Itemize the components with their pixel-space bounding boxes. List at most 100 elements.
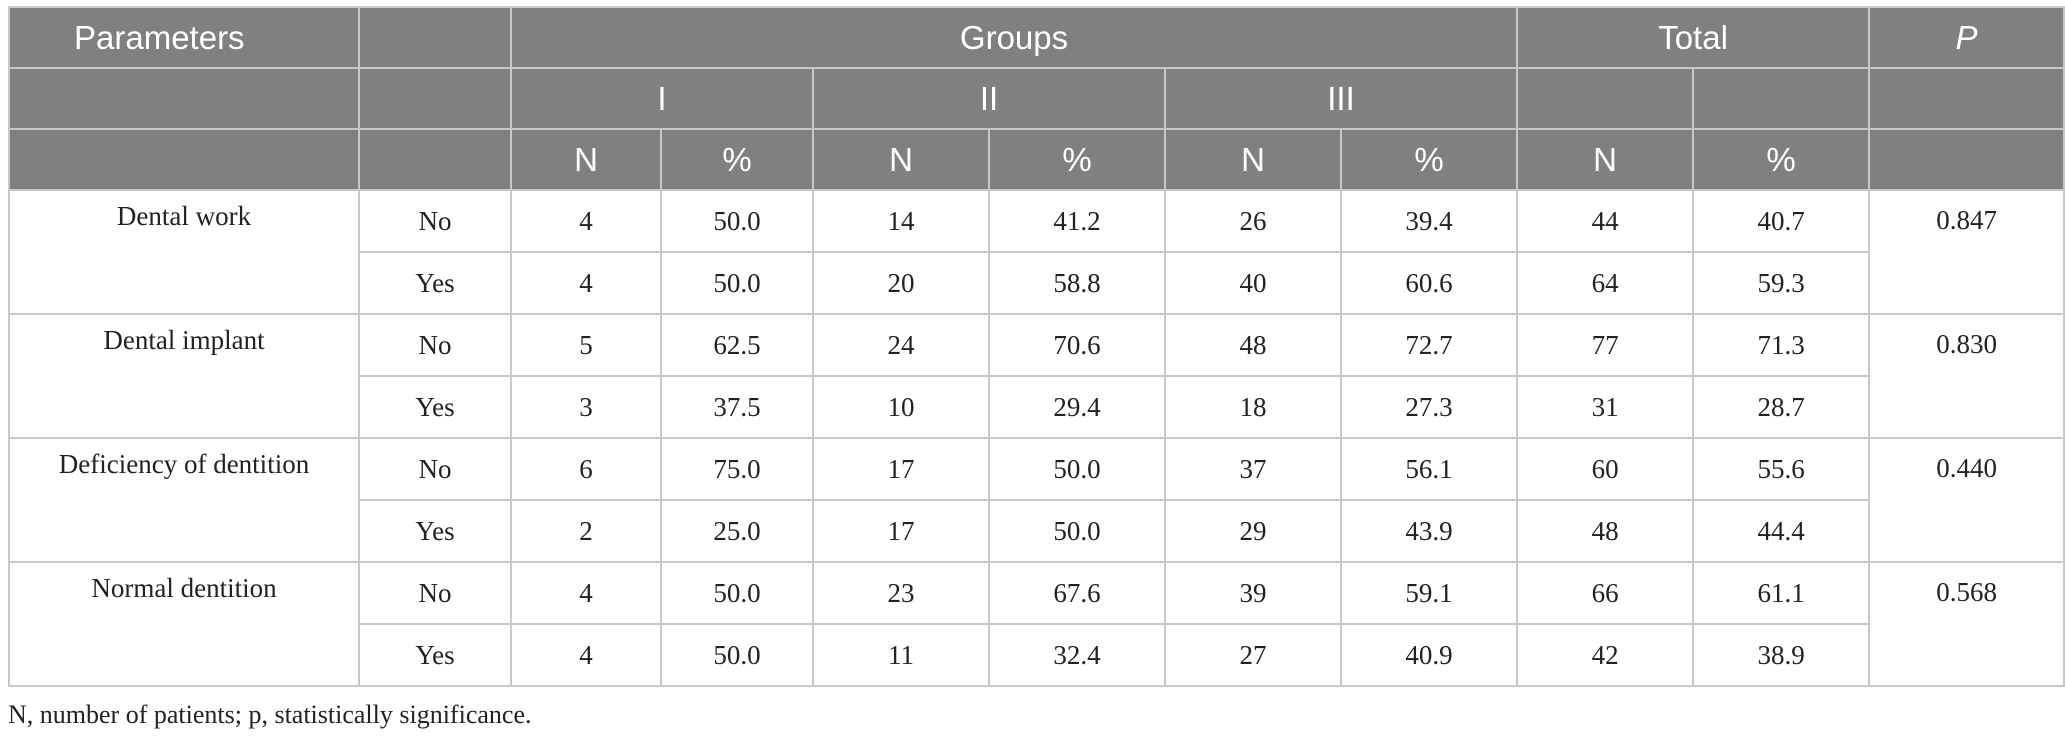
header-pct: % (1339, 128, 1519, 191)
count-cell: 39 (1164, 561, 1342, 625)
percent-cell: 67.6 (988, 561, 1166, 625)
p-value-cell: 0.830 (1868, 313, 2065, 439)
parameter-cell: Normal dentition (8, 561, 360, 687)
count-cell: 77 (1516, 313, 1695, 377)
percent-cell: 44.4 (1692, 499, 1871, 563)
count-cell: 66 (1516, 561, 1695, 625)
table-body: Dental work No 4 50.0 14 41.2 26 39.4 44 40.7 0.84… (8, 189, 2065, 687)
count-cell: 2 (510, 499, 662, 563)
table-footnote: N, number of patients; p, statistically … (8, 700, 532, 729)
answer-label-cell: Yes (358, 251, 512, 315)
count-cell: 48 (1164, 313, 1342, 377)
header-n: N (510, 128, 662, 191)
count-cell: 60 (1516, 437, 1695, 501)
percent-cell: 50.0 (660, 251, 814, 315)
answer-label-cell: No (358, 561, 512, 625)
percent-cell: 50.0 (660, 623, 814, 687)
count-cell: 4 (510, 561, 662, 625)
count-cell: 31 (1516, 375, 1695, 439)
header-groups: Groups (509, 6, 1519, 69)
p-value-cell: 0.847 (1868, 189, 2065, 315)
p-value-cell: 0.568 (1868, 561, 2065, 687)
header-row-2: I II III (8, 67, 2065, 130)
count-cell: 40 (1164, 251, 1342, 315)
header-blank (358, 128, 512, 191)
percent-cell: 59.3 (1692, 251, 1871, 315)
count-cell: 64 (1516, 251, 1695, 315)
table-row: Yes 3 37.5 10 29.4 18 27.3 31 28.7 (9, 375, 2064, 439)
percent-cell: 70.6 (988, 313, 1166, 377)
count-cell: 27 (1164, 623, 1342, 687)
count-cell: 10 (812, 375, 990, 439)
count-cell: 26 (1164, 189, 1342, 253)
header-n: N (1164, 128, 1342, 191)
percent-cell: 39.4 (1339, 189, 1519, 253)
header-parameters: Parameters (8, 6, 360, 69)
count-cell: 4 (510, 251, 662, 315)
table-row: Normal dentition No 4 50.0 23 67.6 39 59.1 66 61.… (8, 561, 2065, 687)
count-cell: 37 (1164, 437, 1342, 501)
count-cell: 6 (510, 437, 662, 501)
percent-cell: 40.9 (1339, 623, 1519, 687)
percent-cell: 27.3 (1339, 375, 1519, 439)
header-pct: % (988, 128, 1166, 191)
table-row: Yes 4 50.0 20 58.8 40 60.6 64 59.3 (9, 251, 2064, 315)
header-blank (1868, 67, 2065, 130)
header-total: Total (1516, 6, 1871, 69)
count-cell: 29 (1164, 499, 1342, 563)
percent-cell: 60.6 (1339, 251, 1519, 315)
percent-cell: 55.6 (1692, 437, 1871, 501)
header-blank (1868, 128, 2065, 191)
header-p: P (1868, 6, 2065, 69)
header-n: N (1516, 128, 1695, 191)
p-value-cell: 0.440 (1868, 437, 2065, 563)
percent-cell: 50.0 (660, 189, 814, 253)
answer-label-cell: Yes (358, 623, 512, 687)
header-group-iii: III (1163, 67, 1519, 130)
percent-cell: 58.8 (988, 251, 1166, 315)
answer-label-cell: Yes (358, 499, 512, 563)
count-cell: 4 (510, 189, 662, 253)
count-cell: 5 (510, 313, 662, 377)
percent-cell: 43.9 (1339, 499, 1519, 563)
percent-cell: 59.1 (1339, 561, 1519, 625)
header-blank (358, 6, 512, 69)
percent-cell: 40.7 (1692, 189, 1871, 253)
count-cell: 20 (812, 251, 990, 315)
count-cell: 14 (812, 189, 990, 253)
percent-cell: 41.2 (988, 189, 1166, 253)
answer-label-cell: No (358, 189, 512, 253)
percent-cell: 62.5 (660, 313, 814, 377)
percent-cell: 32.4 (988, 623, 1166, 687)
count-cell: 18 (1164, 375, 1342, 439)
count-cell: 17 (812, 499, 990, 563)
table-row: Yes 2 25.0 17 50.0 29 43.9 48 44.4 (9, 499, 2064, 563)
header-blank (8, 128, 360, 191)
count-cell: 11 (812, 623, 990, 687)
percent-cell: 75.0 (660, 437, 814, 501)
percent-cell: 61.1 (1692, 561, 1871, 625)
answer-label-cell: No (358, 313, 512, 377)
count-cell: 3 (510, 375, 662, 439)
header-row-1: Parameters Groups Total P (8, 6, 2065, 69)
count-cell: 4 (510, 623, 662, 687)
header-pct: % (1692, 128, 1871, 191)
header-row-3: N % N % N % N % (8, 128, 2065, 191)
percent-cell: 56.1 (1339, 437, 1519, 501)
header-group-i: I (510, 67, 814, 130)
header-blank (1692, 67, 1871, 130)
parameter-cell: Dental work (8, 189, 360, 315)
header-blank (1516, 67, 1695, 130)
header-blank (358, 67, 512, 130)
results-table: Parameters Groups Total P I II III N % N… (8, 6, 2065, 687)
header-n: N (812, 128, 990, 191)
parameter-cell: Deficiency of dentition (8, 437, 360, 563)
percent-cell: 50.0 (660, 561, 814, 625)
table-row: Dental work No 4 50.0 14 41.2 26 39.4 44 40.7 0.84… (8, 189, 2065, 315)
percent-cell: 29.4 (988, 375, 1166, 439)
percent-cell: 71.3 (1692, 313, 1871, 377)
answer-label-cell: No (358, 437, 512, 501)
percent-cell: 50.0 (988, 437, 1166, 501)
count-cell: 24 (812, 313, 990, 377)
percent-cell: 38.9 (1692, 623, 1871, 687)
